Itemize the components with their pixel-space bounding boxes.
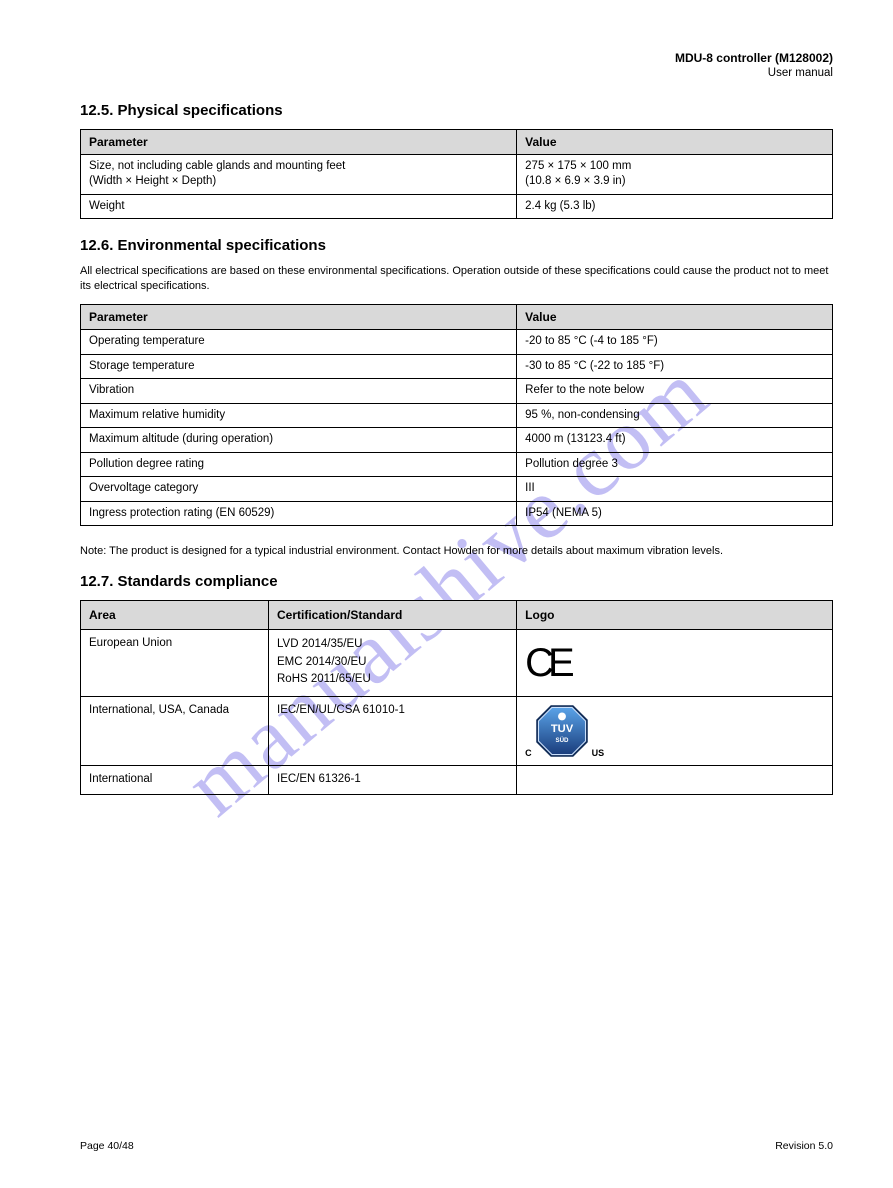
table-cell: Pollution degree rating [81,452,517,477]
table-header: Area [81,601,269,630]
header-manual: User manual [80,66,833,82]
section-title-physical: 12.5. Physical specifications [80,102,833,119]
tuv-logo-cell: C TUV SÜD [517,697,833,766]
tuv-sud-icon: TUV SÜD [534,703,590,759]
table-header: Logo [517,601,833,630]
table-cell: IP54 (NEMA 5) [517,501,833,526]
section-title-environmental: 12.6. Environmental specifications [80,237,833,254]
table-header: Parameter [81,305,517,330]
tuv-c-label: C [525,747,532,759]
table-cell [517,766,833,795]
table-cell: 275 × 175 × 100 mm(10.8 × 6.9 × 3.9 in) [517,154,833,194]
table-cell: LVD 2014/35/EUEMC 2014/30/EURoHS 2011/65… [269,630,517,697]
table-header: Value [517,305,833,330]
footer-revision: Revision 5.0 [775,1140,833,1152]
table-cell: Vibration [81,379,517,404]
page-footer: Page 40/48 Revision 5.0 [80,1140,833,1152]
table-cell: IEC/EN/UL/CSA 61010-1 [269,697,517,766]
footer-page-number: Page 40/48 [80,1140,134,1152]
table-cell: -30 to 85 °C (-22 to 185 °F) [517,354,833,379]
table-cell: Pollution degree 3 [517,452,833,477]
header-product: MDU-8 controller (M128002) [80,50,833,66]
table-cell: European Union [81,630,269,697]
table-header: Parameter [81,129,517,154]
table-cell: Storage temperature [81,354,517,379]
table-cell: -20 to 85 °C (-4 to 185 °F) [517,330,833,355]
table-cell: 4000 m (13123.4 ft) [517,428,833,453]
table-cell: 95 %, non-condensing [517,403,833,428]
table-cell: Maximum altitude (during operation) [81,428,517,453]
table-header: Value [517,129,833,154]
physical-specs-table: Parameter Value Size, not including cabl… [80,129,833,220]
table-cell: IEC/EN 61326-1 [269,766,517,795]
document-header: MDU-8 controller (M128002) User manual [80,50,833,82]
svg-text:TUV: TUV [550,724,573,736]
table-cell: Weight [81,194,517,219]
table-cell: Overvoltage category [81,477,517,502]
table-cell: International, USA, Canada [81,697,269,766]
tuv-us-label: US [592,747,605,759]
table-cell: International [81,766,269,795]
table-cell: Refer to the note below [517,379,833,404]
svg-text:SÜD: SÜD [555,738,569,745]
ce-logo-cell: CE [517,630,833,697]
table-header: Certification/Standard [269,601,517,630]
ce-mark-icon: CE [525,641,569,685]
section-title-standards: 12.7. Standards compliance [80,573,833,590]
standards-table: Area Certification/Standard Logo Europea… [80,600,833,795]
table-cell: Operating temperature [81,330,517,355]
table-cell: Maximum relative humidity [81,403,517,428]
table-cell: 2.4 kg (5.3 lb) [517,194,833,219]
environmental-intro-note: All electrical specifications are based … [80,264,833,294]
table-cell: Ingress protection rating (EN 60529) [81,501,517,526]
environmental-specs-table: Parameter Value Operating temperature-20… [80,304,833,526]
vibration-note: Note: The product is designed for a typi… [80,544,833,559]
table-cell: III [517,477,833,502]
table-cell: Size, not including cable glands and mou… [81,154,517,194]
